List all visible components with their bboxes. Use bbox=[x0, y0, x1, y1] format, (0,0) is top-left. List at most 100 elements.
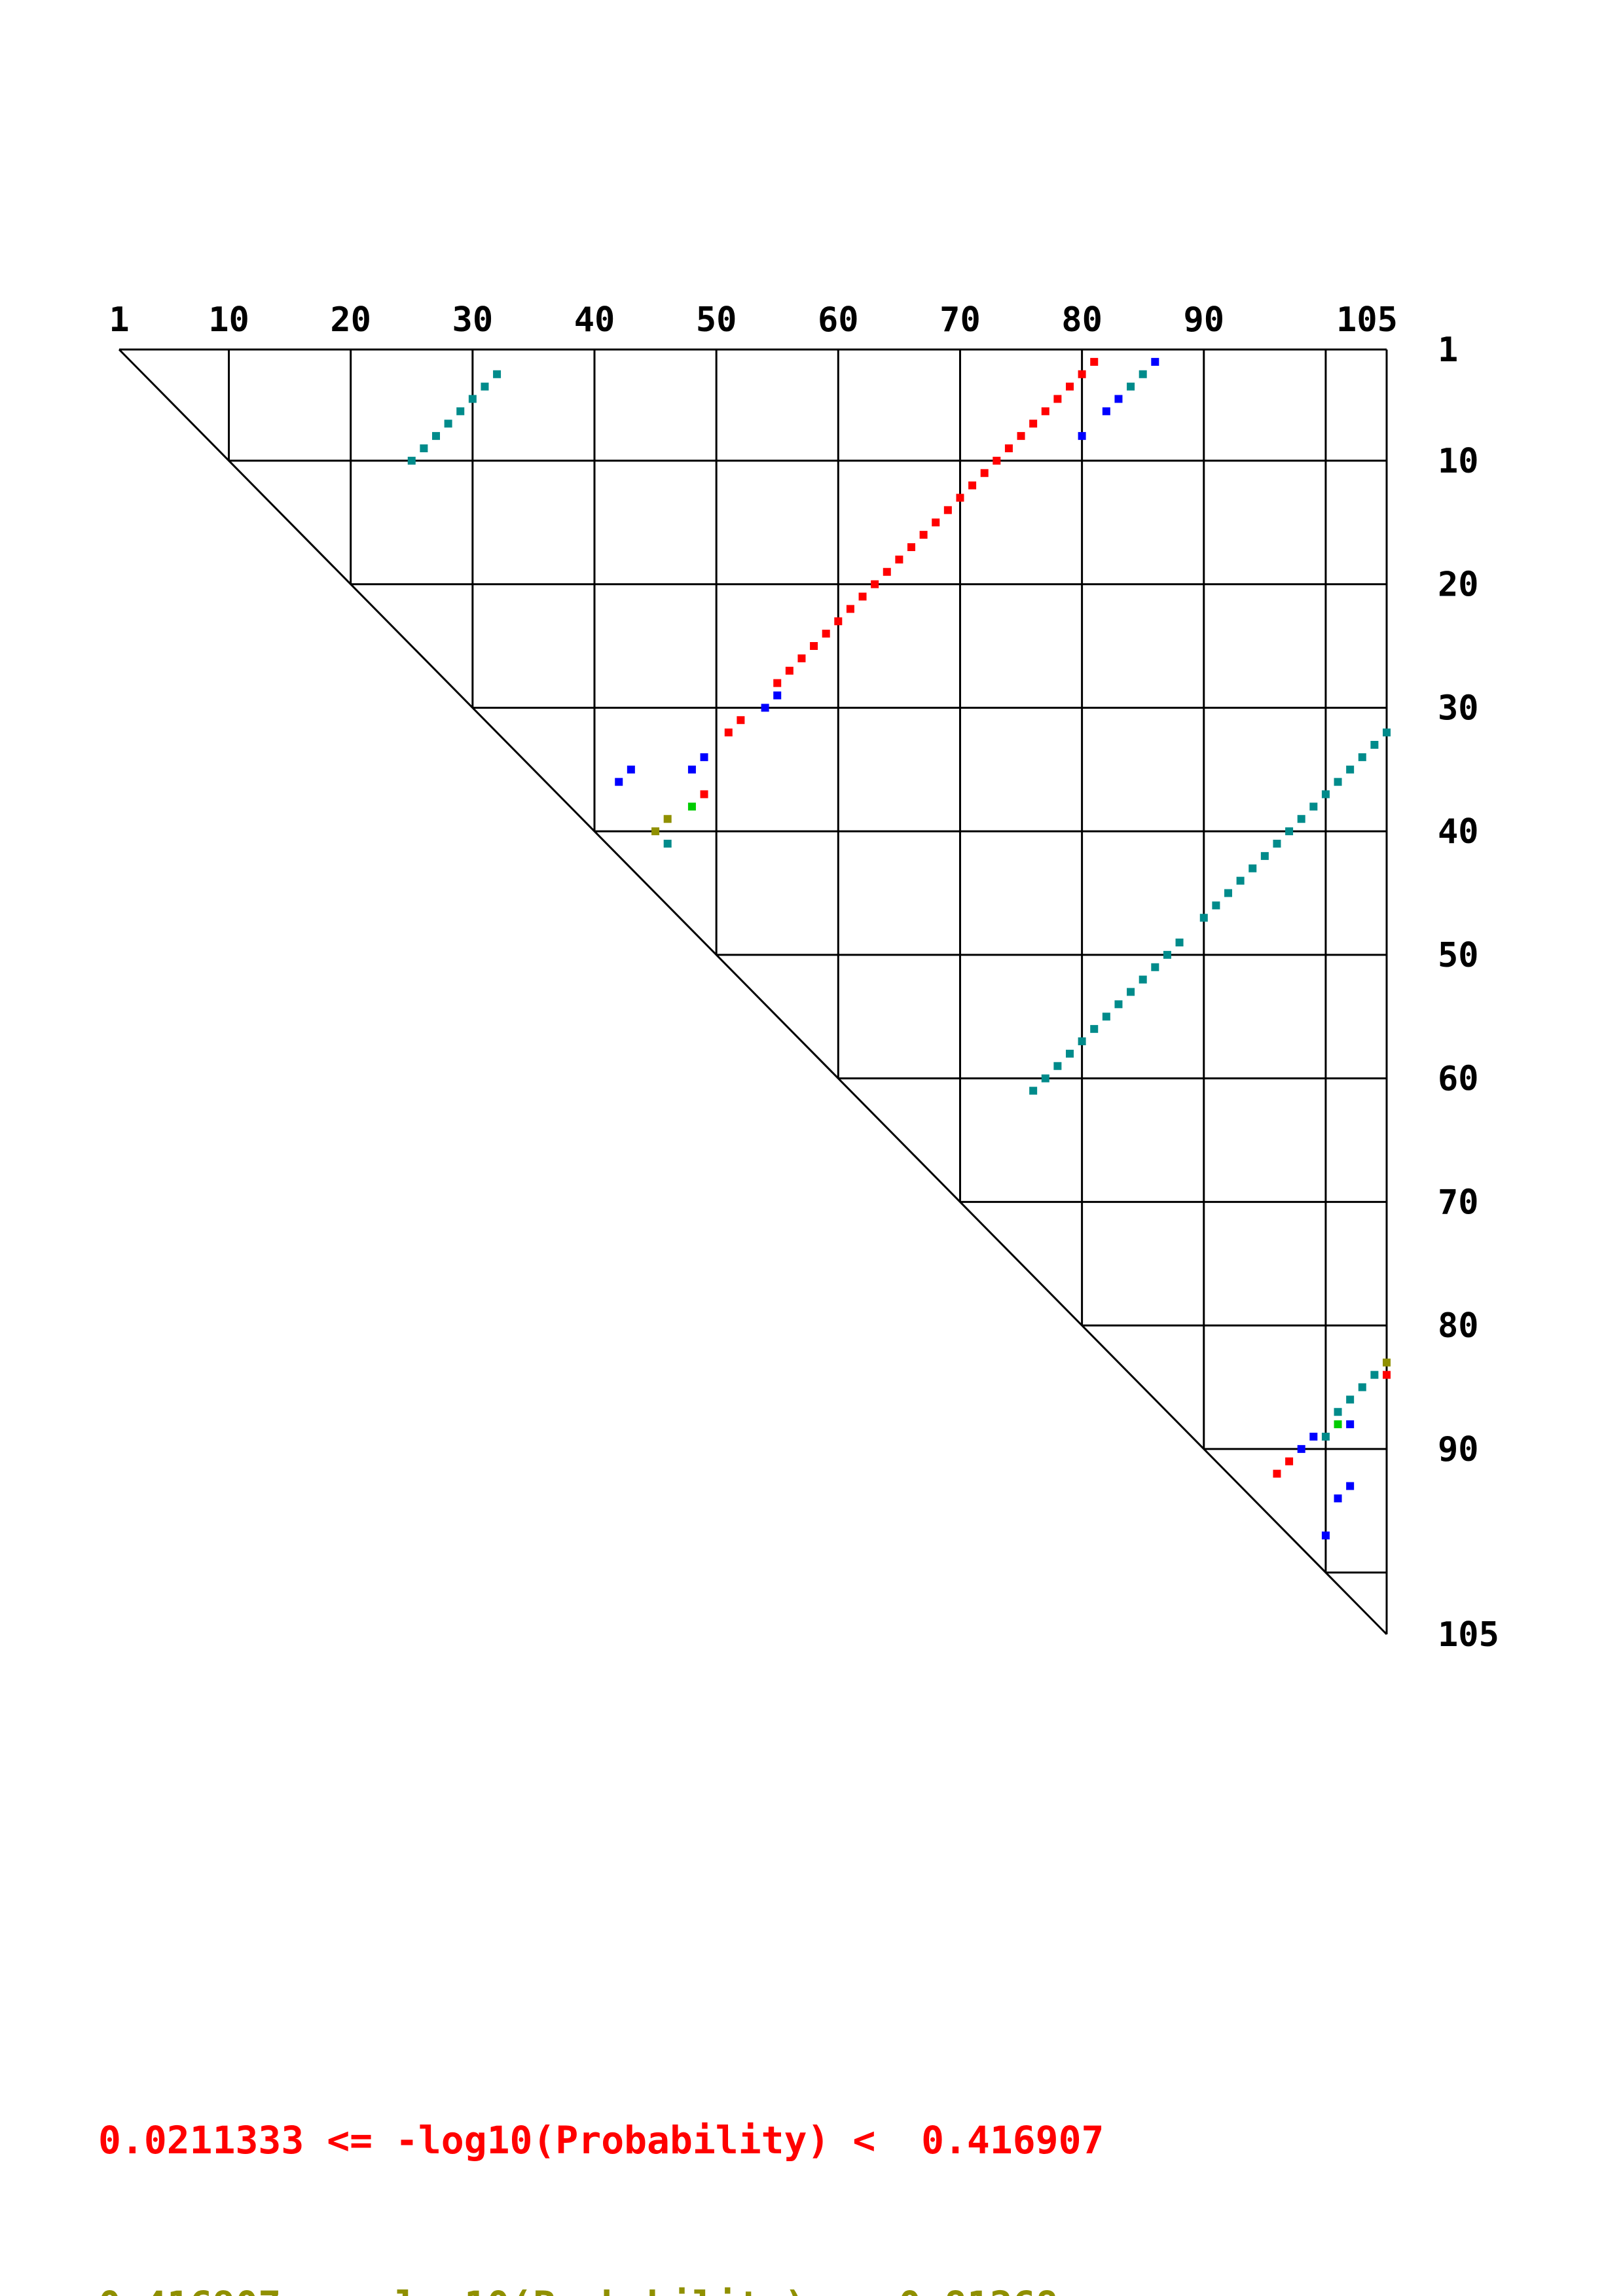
probability-dot-33-104 bbox=[1370, 741, 1379, 749]
probability-dot-87-101 bbox=[1334, 1408, 1342, 1416]
probability-dot-22-61 bbox=[846, 605, 854, 613]
probability-dot-84-104 bbox=[1370, 1371, 1379, 1379]
probability-dot-36-42 bbox=[615, 778, 623, 786]
axis-label-right-90: 90 bbox=[1438, 1430, 1479, 1469]
probability-dot-2-81 bbox=[1090, 357, 1099, 366]
probability-dot-84-105 bbox=[1383, 1371, 1391, 1379]
probability-dot-8-27 bbox=[432, 432, 440, 440]
probability-dot-54-83 bbox=[1114, 1000, 1123, 1009]
axis-label-right-60: 60 bbox=[1438, 1060, 1479, 1099]
probability-dot-4-84 bbox=[1127, 382, 1135, 391]
axis-label-right-20: 20 bbox=[1438, 565, 1479, 605]
probability-dot-21-62 bbox=[858, 592, 867, 601]
probability-dot-61-76 bbox=[1029, 1086, 1038, 1095]
probability-dot-88-101 bbox=[1334, 1420, 1342, 1429]
axis-label-top-20: 20 bbox=[330, 300, 371, 340]
axis-label-top-1: 1 bbox=[109, 300, 129, 340]
probability-dot-29-55 bbox=[773, 691, 782, 700]
probability-dot-10-25 bbox=[407, 456, 416, 465]
probability-dot-10-73 bbox=[993, 456, 1001, 465]
probability-dot-56-81 bbox=[1090, 1025, 1099, 1033]
probability-dot-8-75 bbox=[1017, 432, 1025, 440]
probability-dot-86-102 bbox=[1346, 1395, 1355, 1404]
axis-label-right-30: 30 bbox=[1438, 689, 1479, 728]
axis-label-right-70: 70 bbox=[1438, 1183, 1479, 1222]
probability-dot-15-68 bbox=[932, 518, 940, 527]
probability-dot-59-78 bbox=[1053, 1062, 1062, 1070]
probability-dot-30-54 bbox=[761, 704, 769, 712]
probability-dot-40-97 bbox=[1285, 827, 1294, 836]
probability-dot-4-79 bbox=[1066, 382, 1074, 391]
axis-label-top-70: 70 bbox=[939, 300, 981, 340]
probability-dot-50-87 bbox=[1163, 950, 1171, 959]
probability-dot-35-48 bbox=[687, 765, 696, 774]
probability-dot-17-66 bbox=[907, 543, 915, 551]
dotplot-canvas: 1 1 10 10 20 20 30 30 40 40 50 50 60 60 70 70 80 80 90 90 10… bbox=[109, 300, 1499, 1655]
axis-label-top-30: 30 bbox=[452, 300, 494, 340]
probability-dot-19-64 bbox=[883, 567, 891, 576]
probability-dot-14-69 bbox=[943, 506, 952, 514]
probability-dot-34-49 bbox=[700, 753, 708, 761]
probability-dot-13-70 bbox=[956, 493, 964, 502]
probability-dot-85-103 bbox=[1358, 1383, 1366, 1391]
probability-dot-36-101 bbox=[1334, 778, 1342, 786]
probability-dot-89-99 bbox=[1309, 1433, 1318, 1441]
probability-dot-89-100 bbox=[1321, 1433, 1330, 1441]
probability-dot-6-77 bbox=[1041, 407, 1049, 416]
probability-dot-6-82 bbox=[1102, 407, 1110, 416]
probability-dot-35-102 bbox=[1346, 765, 1355, 774]
probability-dot-6-29 bbox=[456, 407, 465, 416]
axis-label-top-40: 40 bbox=[574, 300, 615, 340]
probability-dot-93-102 bbox=[1346, 1482, 1355, 1490]
probability-dot-88-102 bbox=[1346, 1420, 1355, 1429]
probability-dot-97-100 bbox=[1321, 1532, 1330, 1539]
axis-label-right-105: 105 bbox=[1438, 1615, 1499, 1655]
probability-dot-9-74 bbox=[1004, 444, 1013, 452]
axis-label-top-105: 105 bbox=[1336, 300, 1398, 340]
probability-dot-90-98 bbox=[1297, 1444, 1305, 1453]
probability-dot-49-88 bbox=[1175, 939, 1184, 946]
probability-dot-26-57 bbox=[797, 654, 806, 662]
probability-dot-44-93 bbox=[1236, 876, 1245, 885]
probability-dot-43-94 bbox=[1249, 864, 1257, 872]
probability-dot-7-76 bbox=[1029, 420, 1038, 428]
probability-dot-27-56 bbox=[785, 666, 793, 675]
probability-dot-3-85 bbox=[1139, 370, 1147, 378]
probability-dot-4-31 bbox=[481, 382, 489, 391]
legend: 0.0211333 <= -log10(Probability) < 0.416… bbox=[98, 2003, 1104, 2296]
probability-dot-35-43 bbox=[627, 765, 635, 774]
legend-line-2: 0.416907 <= -log10(Probability) < 0.8126… bbox=[98, 2278, 1104, 2296]
axis-label-top-10: 10 bbox=[208, 300, 249, 340]
probability-dot-34-103 bbox=[1358, 753, 1366, 761]
axis-label-top-60: 60 bbox=[818, 300, 859, 340]
probability-dot-47-90 bbox=[1199, 914, 1208, 922]
probability-dot-31-52 bbox=[737, 716, 745, 725]
probability-dot-41-46 bbox=[663, 840, 672, 848]
probability-dot-12-71 bbox=[968, 481, 977, 490]
probability-dot-24-59 bbox=[822, 630, 830, 638]
probability-dot-16-67 bbox=[919, 531, 928, 539]
probability-dot-3-32 bbox=[493, 370, 501, 378]
probability-dot-5-83 bbox=[1114, 395, 1123, 403]
legend-line-1: 0.0211333 <= -log10(Probability) < 0.416… bbox=[98, 2118, 1104, 2162]
plot-diagonal bbox=[118, 348, 1388, 1636]
axis-label-right-10: 10 bbox=[1438, 442, 1479, 481]
probability-dot-42-95 bbox=[1260, 852, 1269, 860]
probability-dot-83-105 bbox=[1383, 1358, 1391, 1367]
probability-dot-32-105 bbox=[1383, 728, 1391, 737]
probability-dot-51-86 bbox=[1151, 963, 1159, 971]
probability-dot-92-96 bbox=[1273, 1469, 1281, 1478]
probability-dot-7-28 bbox=[444, 420, 452, 428]
probability-dot-11-72 bbox=[980, 469, 989, 477]
probability-dot-57-80 bbox=[1078, 1037, 1086, 1045]
probability-dot-38-99 bbox=[1309, 802, 1318, 811]
probability-dot-5-30 bbox=[468, 395, 477, 403]
probability-dot-58-79 bbox=[1066, 1049, 1074, 1058]
probability-dot-18-65 bbox=[895, 555, 903, 564]
probability-dot-53-84 bbox=[1127, 988, 1135, 996]
probability-dot-52-85 bbox=[1139, 975, 1147, 984]
probability-dot-39-98 bbox=[1297, 815, 1305, 823]
probability-dot-23-60 bbox=[834, 617, 843, 626]
probability-dot-2-86 bbox=[1151, 357, 1159, 366]
